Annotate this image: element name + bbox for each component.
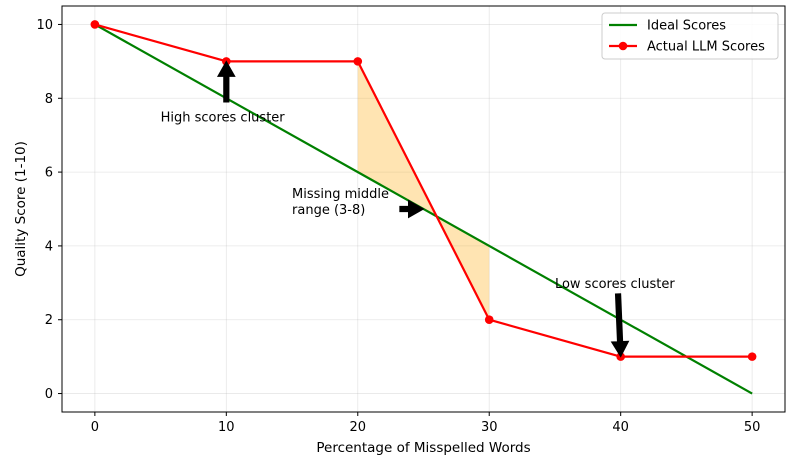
data-point-1-0 [90,20,100,29]
annotation-text-0-0: High scores cluster [161,111,286,126]
legend: Ideal Scores Actual LLM Scores [601,12,779,60]
y-tick-label-5: 10 [36,18,53,33]
y-tick-label-1: 2 [45,313,53,328]
y-tick-label-3: 6 [45,166,53,181]
y-tick-label-2: 4 [45,239,53,254]
data-point-1-3 [484,315,494,325]
x-tick-label-5: 50 [744,420,761,435]
grid-lines [62,6,785,412]
axes: 0 10 20 30 40 50 0 2 4 6 8 10 Percentage of Misspell… [13,5,786,456]
series-line-1 [94,23,753,358]
annotation-arrow-0 [216,60,236,103]
x-tick-label-3: 30 [481,420,498,435]
annotation-text-1-1: range (3-8) [292,203,365,218]
x-tick-label-2: 20 [349,420,366,435]
legend-marker-1 [618,41,628,51]
data-point-1-2 [353,57,363,66]
y-axis-label: Quality Score (1-10) [13,141,29,277]
y-tick-label-4: 8 [45,92,53,107]
data-point-1-5 [747,352,757,361]
annotation-text-1-0: Missing middle [292,187,389,202]
legend-label-1: Actual LLM Scores [647,40,765,55]
plot-frame [61,5,786,413]
legend-label-0: Ideal Scores [647,19,726,34]
y-tick-label-0: 0 [45,387,53,402]
x-tick-label-4: 40 [612,420,629,435]
annotation-arrow-1 [399,199,425,219]
x-tick-label-0: 0 [91,420,99,435]
x-tick-label-1: 10 [218,420,235,435]
x-axis-label: Percentage of Misspelled Words [316,440,530,456]
annotation-arrow-2 [610,293,630,358]
annotation-text-2-0: Low scores cluster [555,277,675,292]
legend-box [601,12,779,60]
